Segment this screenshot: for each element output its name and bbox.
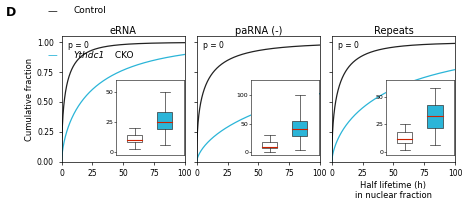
Text: Ythdc1: Ythdc1 [73, 50, 105, 60]
Text: —: — [47, 50, 57, 61]
Y-axis label: Cumulative fraction: Cumulative fraction [25, 57, 34, 141]
Text: p = 0: p = 0 [203, 41, 224, 50]
Title: Repeats: Repeats [374, 26, 413, 36]
Text: p = 0: p = 0 [338, 41, 359, 50]
Text: Control: Control [73, 6, 106, 15]
Text: —: — [47, 6, 57, 16]
Text: p = 0: p = 0 [68, 41, 89, 50]
Title: paRNA (-): paRNA (-) [235, 26, 282, 36]
Text: D: D [6, 6, 16, 19]
Title: eRNA: eRNA [110, 26, 137, 36]
Text: CKO: CKO [112, 50, 134, 60]
X-axis label: Half lifetime (h)
in nuclear fraction: Half lifetime (h) in nuclear fraction [355, 181, 432, 200]
